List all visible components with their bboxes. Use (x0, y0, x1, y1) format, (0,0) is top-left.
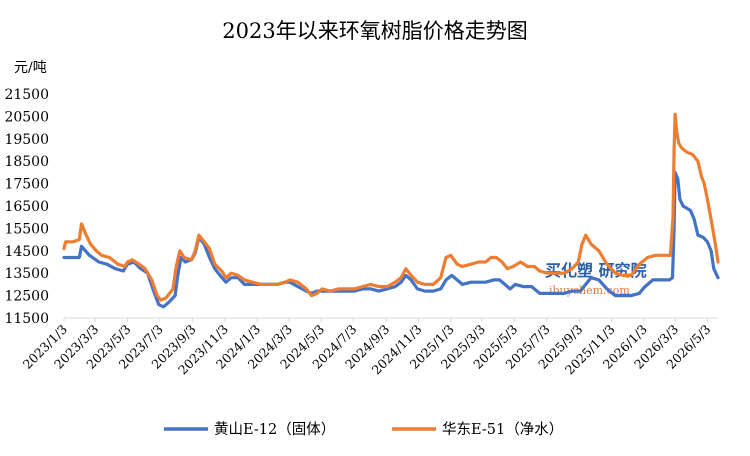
y-tick-label: 17500 (4, 177, 49, 193)
series-line-huangshan-e12 (62, 170, 720, 309)
legend-label-huadong: 华东E-51（净水） (442, 421, 563, 438)
y-tick-label: 11500 (4, 311, 49, 327)
y-tick-label: 14500 (4, 244, 49, 260)
y-axis-ticks: 11500 12500 13500 14500 15500 16500 17500 18500… (4, 87, 49, 327)
legend-label-huangshan: 黄山E-12（固体） (214, 421, 335, 438)
watermark-en: ibuychem.com (549, 284, 630, 297)
series-lines (62, 112, 720, 309)
y-tick-label: 21500 (4, 87, 49, 103)
series-line-huadong-e51 (62, 112, 720, 302)
chart-title: 2023年以来环氧树脂价格走势图 (222, 19, 527, 43)
watermark-cn: 买化塑 研究院 (545, 261, 647, 280)
y-tick-label: 18500 (4, 154, 49, 170)
y-axis-unit-label: 元/吨 (14, 60, 47, 76)
y-tick-label: 12500 (4, 289, 49, 305)
y-tick-label: 13500 (4, 266, 49, 282)
legend: 黄山E-12（固体） 华东E-51（净水） (164, 421, 563, 438)
y-tick-label: 20500 (4, 109, 49, 125)
x-axis-ticks: 2023/1/32023/3/32023/5/32023/7/32023/9/3… (20, 318, 714, 377)
y-tick-label: 19500 (4, 132, 49, 148)
y-tick-label: 16500 (4, 199, 49, 215)
y-tick-label: 15500 (4, 221, 49, 237)
